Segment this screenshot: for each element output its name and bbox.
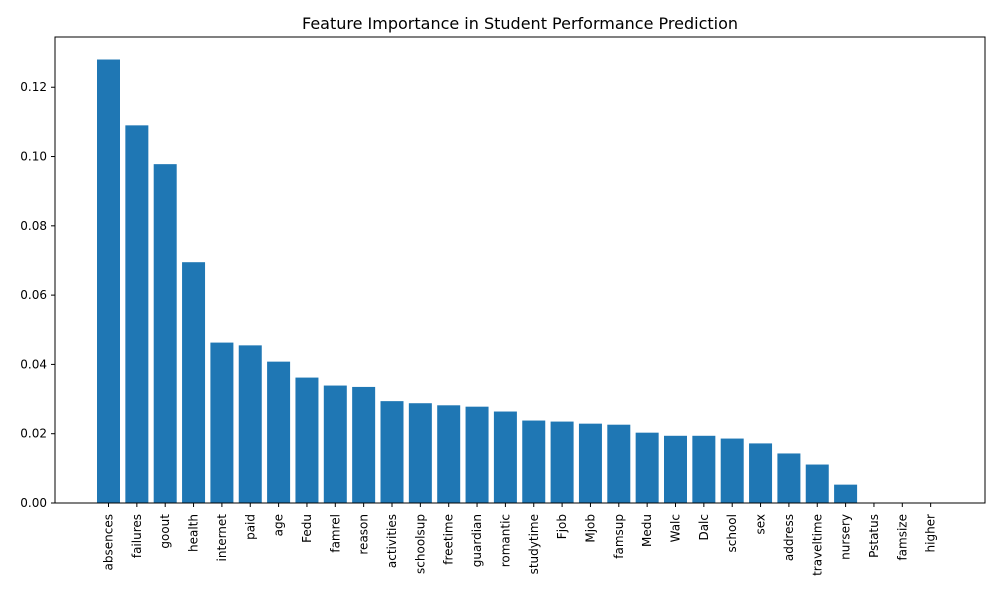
bar-nursery (834, 484, 858, 503)
bar-Dalc (692, 435, 716, 503)
x-tick-label-Mjob: Mjob (583, 514, 597, 543)
x-tick-label-nursery: nursery (839, 514, 853, 560)
bar-health (182, 262, 206, 503)
bar-age (267, 361, 291, 503)
x-axis: absences failures goout health internet paid a… (102, 503, 938, 576)
bar-address (777, 453, 801, 503)
bar-studytime (522, 420, 546, 503)
x-tick-label-famsup: famsup (612, 514, 626, 559)
bar-Fjob (550, 421, 574, 503)
x-tick-label-school: school (725, 514, 739, 552)
x-tick-label-health: health (187, 514, 201, 552)
y-tick-label: 0.10 (20, 150, 47, 164)
x-tick-label-schoolsup: schoolsup (413, 514, 427, 574)
bar-Mjob (578, 423, 602, 503)
y-tick-label: 0.00 (20, 496, 47, 510)
bar-famsup (607, 424, 631, 503)
y-tick-label: 0.02 (20, 427, 47, 441)
bar-absences (97, 59, 120, 504)
bar-famrel (323, 385, 347, 503)
plot-frame (54, 36, 986, 504)
bar-reason (352, 386, 376, 503)
bar-activities (380, 401, 404, 503)
x-tick-label-guardian: guardian (470, 514, 484, 567)
bar-failures (125, 125, 149, 503)
x-tick-label-famrel: famrel (328, 514, 342, 553)
bar-guardian (465, 406, 489, 503)
y-tick-label: 0.06 (20, 288, 47, 302)
x-tick-label-Fedu: Fedu (300, 514, 314, 543)
y-tick-label: 0.12 (20, 80, 47, 94)
bar-romantic (493, 411, 517, 503)
x-tick-label-paid: paid (243, 514, 257, 540)
bar-Medu (635, 432, 659, 503)
x-tick-label-Walc: Walc (669, 514, 683, 542)
bar-schoolsup (408, 403, 432, 503)
bar-goout (153, 164, 177, 503)
x-tick-label-studytime: studytime (527, 514, 541, 574)
bar-Walc (664, 435, 687, 503)
x-tick-label-traveltime: traveltime (810, 514, 824, 576)
x-tick-label-sex: sex (754, 514, 768, 535)
x-tick-label-higher: higher (924, 514, 938, 553)
bar-freetime (437, 405, 461, 503)
x-tick-label-Pstatus: Pstatus (867, 514, 881, 558)
bar-internet (210, 342, 234, 503)
bar-Fedu (295, 377, 319, 503)
x-tick-label-Dalc: Dalc (697, 514, 711, 541)
x-tick-label-internet: internet (215, 514, 229, 562)
x-tick-label-age: age (272, 514, 286, 536)
bar-sex (749, 443, 773, 503)
bar-traveltime (805, 464, 829, 503)
x-tick-label-goout: goout (158, 514, 172, 549)
bar-paid (238, 345, 262, 503)
x-tick-label-Medu: Medu (640, 514, 654, 547)
y-tick-label: 0.04 (20, 357, 47, 371)
y-tick-label: 0.08 (20, 219, 47, 233)
y-axis: 0.00 0.02 0.04 0.06 0.08 0.10 0.12 (20, 80, 55, 510)
x-tick-label-failures: failures (130, 514, 144, 558)
x-tick-label-absences: absences (102, 514, 116, 570)
x-tick-label-activities: activities (385, 514, 399, 568)
x-tick-label-famsize: famsize (895, 514, 909, 561)
x-tick-label-reason: reason (357, 514, 371, 555)
chart-title: Feature Importance in Student Performanc… (302, 14, 738, 33)
bars-group (97, 59, 858, 504)
bar-school (720, 438, 744, 503)
x-tick-label-Fjob: Fjob (555, 514, 569, 539)
x-tick-label-address: address (782, 514, 796, 561)
x-tick-label-romantic: romantic (498, 514, 512, 567)
x-tick-label-freetime: freetime (442, 514, 456, 565)
